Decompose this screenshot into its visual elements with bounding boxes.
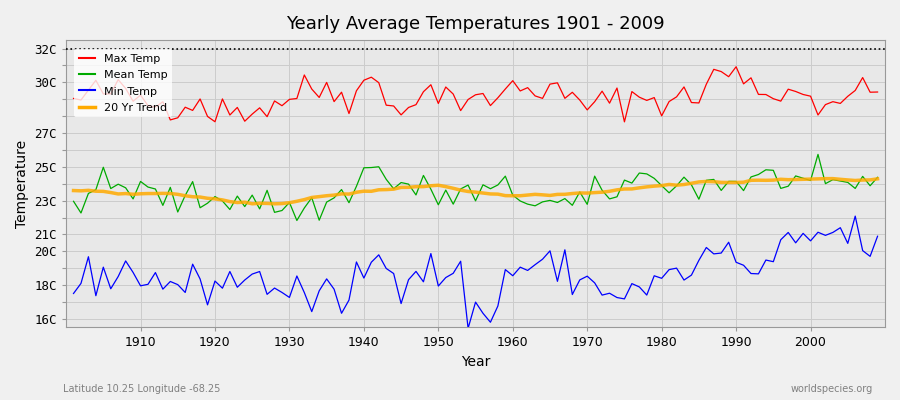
X-axis label: Year: Year [461, 355, 491, 369]
Title: Yearly Average Temperatures 1901 - 2009: Yearly Average Temperatures 1901 - 2009 [286, 15, 665, 33]
Y-axis label: Temperature: Temperature [15, 140, 29, 228]
Legend: Max Temp, Mean Temp, Min Temp, 20 Yr Trend: Max Temp, Mean Temp, Min Temp, 20 Yr Tre… [75, 49, 172, 117]
Text: Latitude 10.25 Longitude -68.25: Latitude 10.25 Longitude -68.25 [63, 384, 220, 394]
Text: worldspecies.org: worldspecies.org [791, 384, 873, 394]
